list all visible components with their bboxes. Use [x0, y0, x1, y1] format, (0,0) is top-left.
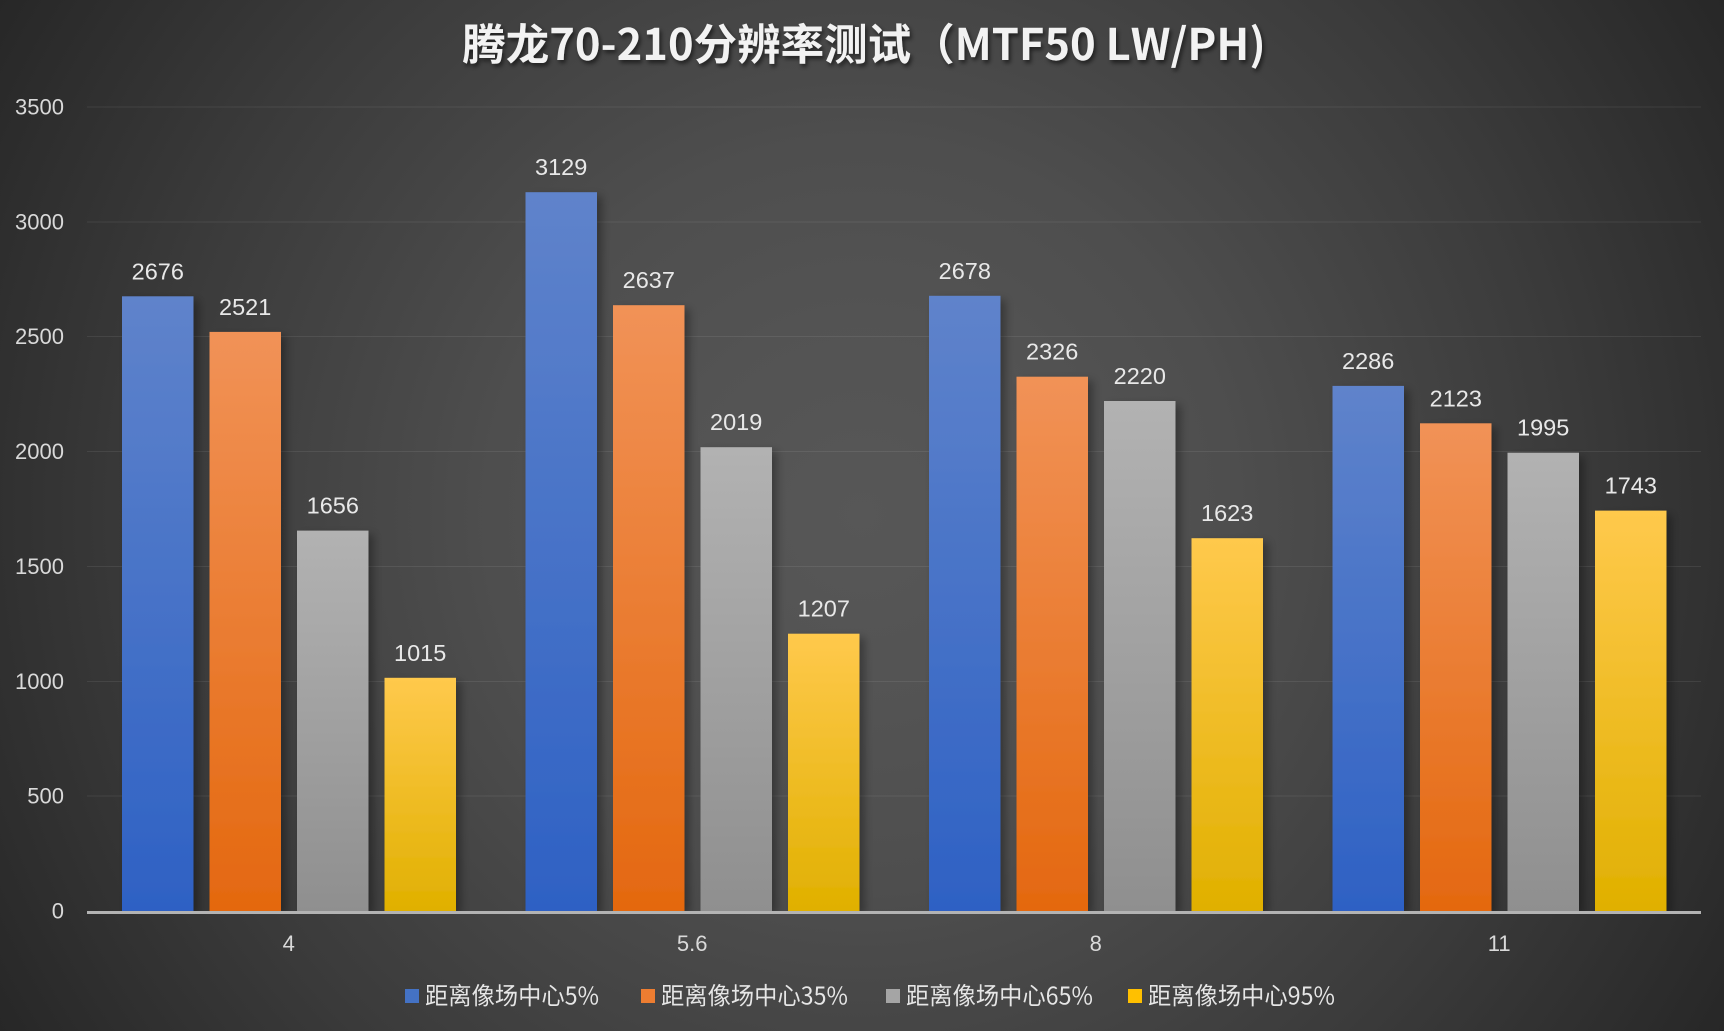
- svg-text:0: 0: [52, 899, 64, 924]
- svg-text:3000: 3000: [15, 209, 64, 234]
- svg-text:2000: 2000: [15, 439, 64, 464]
- svg-text:2676: 2676: [132, 258, 184, 284]
- svg-text:1656: 1656: [307, 493, 359, 519]
- svg-text:2521: 2521: [219, 294, 271, 320]
- svg-text:8: 8: [1090, 931, 1102, 956]
- svg-text:1743: 1743: [1605, 473, 1657, 499]
- svg-text:2326: 2326: [1026, 339, 1078, 365]
- svg-text:2678: 2678: [939, 258, 991, 284]
- svg-text:2019: 2019: [710, 409, 762, 435]
- svg-text:2123: 2123: [1430, 385, 1482, 411]
- svg-text:1207: 1207: [798, 596, 850, 622]
- svg-text:2637: 2637: [623, 267, 675, 293]
- svg-text:2500: 2500: [15, 324, 64, 349]
- svg-text:3500: 3500: [15, 95, 64, 120]
- svg-text:2286: 2286: [1342, 348, 1394, 374]
- svg-text:1500: 1500: [15, 554, 64, 579]
- svg-text:1015: 1015: [394, 640, 446, 666]
- svg-text:3129: 3129: [535, 154, 587, 180]
- svg-text:1995: 1995: [1517, 415, 1569, 441]
- svg-text:5.6: 5.6: [677, 931, 708, 956]
- svg-text:11: 11: [1488, 931, 1511, 956]
- svg-text:500: 500: [27, 784, 64, 809]
- svg-text:1000: 1000: [15, 669, 64, 694]
- svg-text:1623: 1623: [1201, 500, 1253, 526]
- svg-text:2220: 2220: [1114, 363, 1166, 389]
- svg-text:4: 4: [283, 931, 295, 956]
